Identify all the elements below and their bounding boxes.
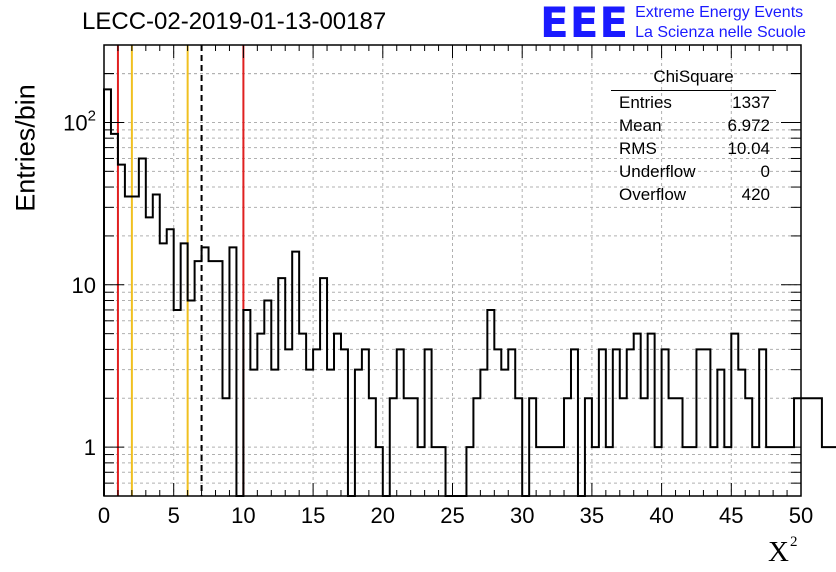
brand-text: Extreme Energy Events La Scienza nelle S… <box>635 2 806 43</box>
y-tick-label: 10 <box>72 273 96 298</box>
x-tick-label: 45 <box>719 503 743 528</box>
stats-value: 6.972 <box>727 116 770 135</box>
eee-brand: EEE Extreme Energy Events La Scienza nel… <box>540 2 806 44</box>
x-tick-label: 10 <box>231 503 255 528</box>
stats-label: Overflow <box>619 185 687 204</box>
stats-value: 1337 <box>732 93 770 112</box>
eee-logo: EEE <box>540 0 630 47</box>
x-tick-label: 0 <box>98 503 110 528</box>
brand-line-2: La Scienza nelle Scuole <box>635 24 806 41</box>
stats-row: Overflow 420 <box>611 183 776 206</box>
x-tick-label: 35 <box>580 503 604 528</box>
stats-label: RMS <box>619 139 657 158</box>
x-tick-label: 25 <box>440 503 464 528</box>
y-axis-label: Entries/bin <box>10 84 41 212</box>
y-axis-label-box: Entries/bin <box>6 84 46 212</box>
axis-ticks <box>103 44 802 496</box>
y-tick-labels: 1 10 102 <box>63 107 96 460</box>
stats-box: ChiSquare Entries 1337 Mean 6.972 RMS 10… <box>611 66 776 206</box>
x-tick-labels: 0 5 10 15 20 25 30 35 40 45 50 <box>98 503 813 528</box>
brand-line-1: Extreme Energy Events <box>635 4 804 21</box>
stats-title: ChiSquare <box>611 66 776 91</box>
x-tick-label: 30 <box>510 503 534 528</box>
chart-title: LECC-02-2019-01-13-00187 <box>82 8 387 35</box>
x-tick-label: 40 <box>649 503 673 528</box>
y-tick-label: 1 <box>84 435 96 460</box>
stats-value: 10.04 <box>727 139 770 158</box>
stats-row: RMS 10.04 <box>611 137 776 160</box>
stats-value: 0 <box>760 162 770 181</box>
stats-row: Underflow 0 <box>611 160 776 183</box>
x-axis-label: X2 <box>768 534 798 568</box>
x-tick-label: 20 <box>371 503 395 528</box>
y-tick-label: 102 <box>63 107 96 135</box>
x-tick-label: 50 <box>789 503 813 528</box>
stats-label: Mean <box>619 116 662 135</box>
stats-label: Underflow <box>619 162 696 181</box>
stats-row: Mean 6.972 <box>611 114 776 137</box>
x-tick-label: 5 <box>168 503 180 528</box>
x-tick-label: 15 <box>301 503 325 528</box>
stats-label: Entries <box>619 93 672 112</box>
stats-value: 420 <box>741 185 770 204</box>
stats-row: Entries 1337 <box>611 91 776 114</box>
